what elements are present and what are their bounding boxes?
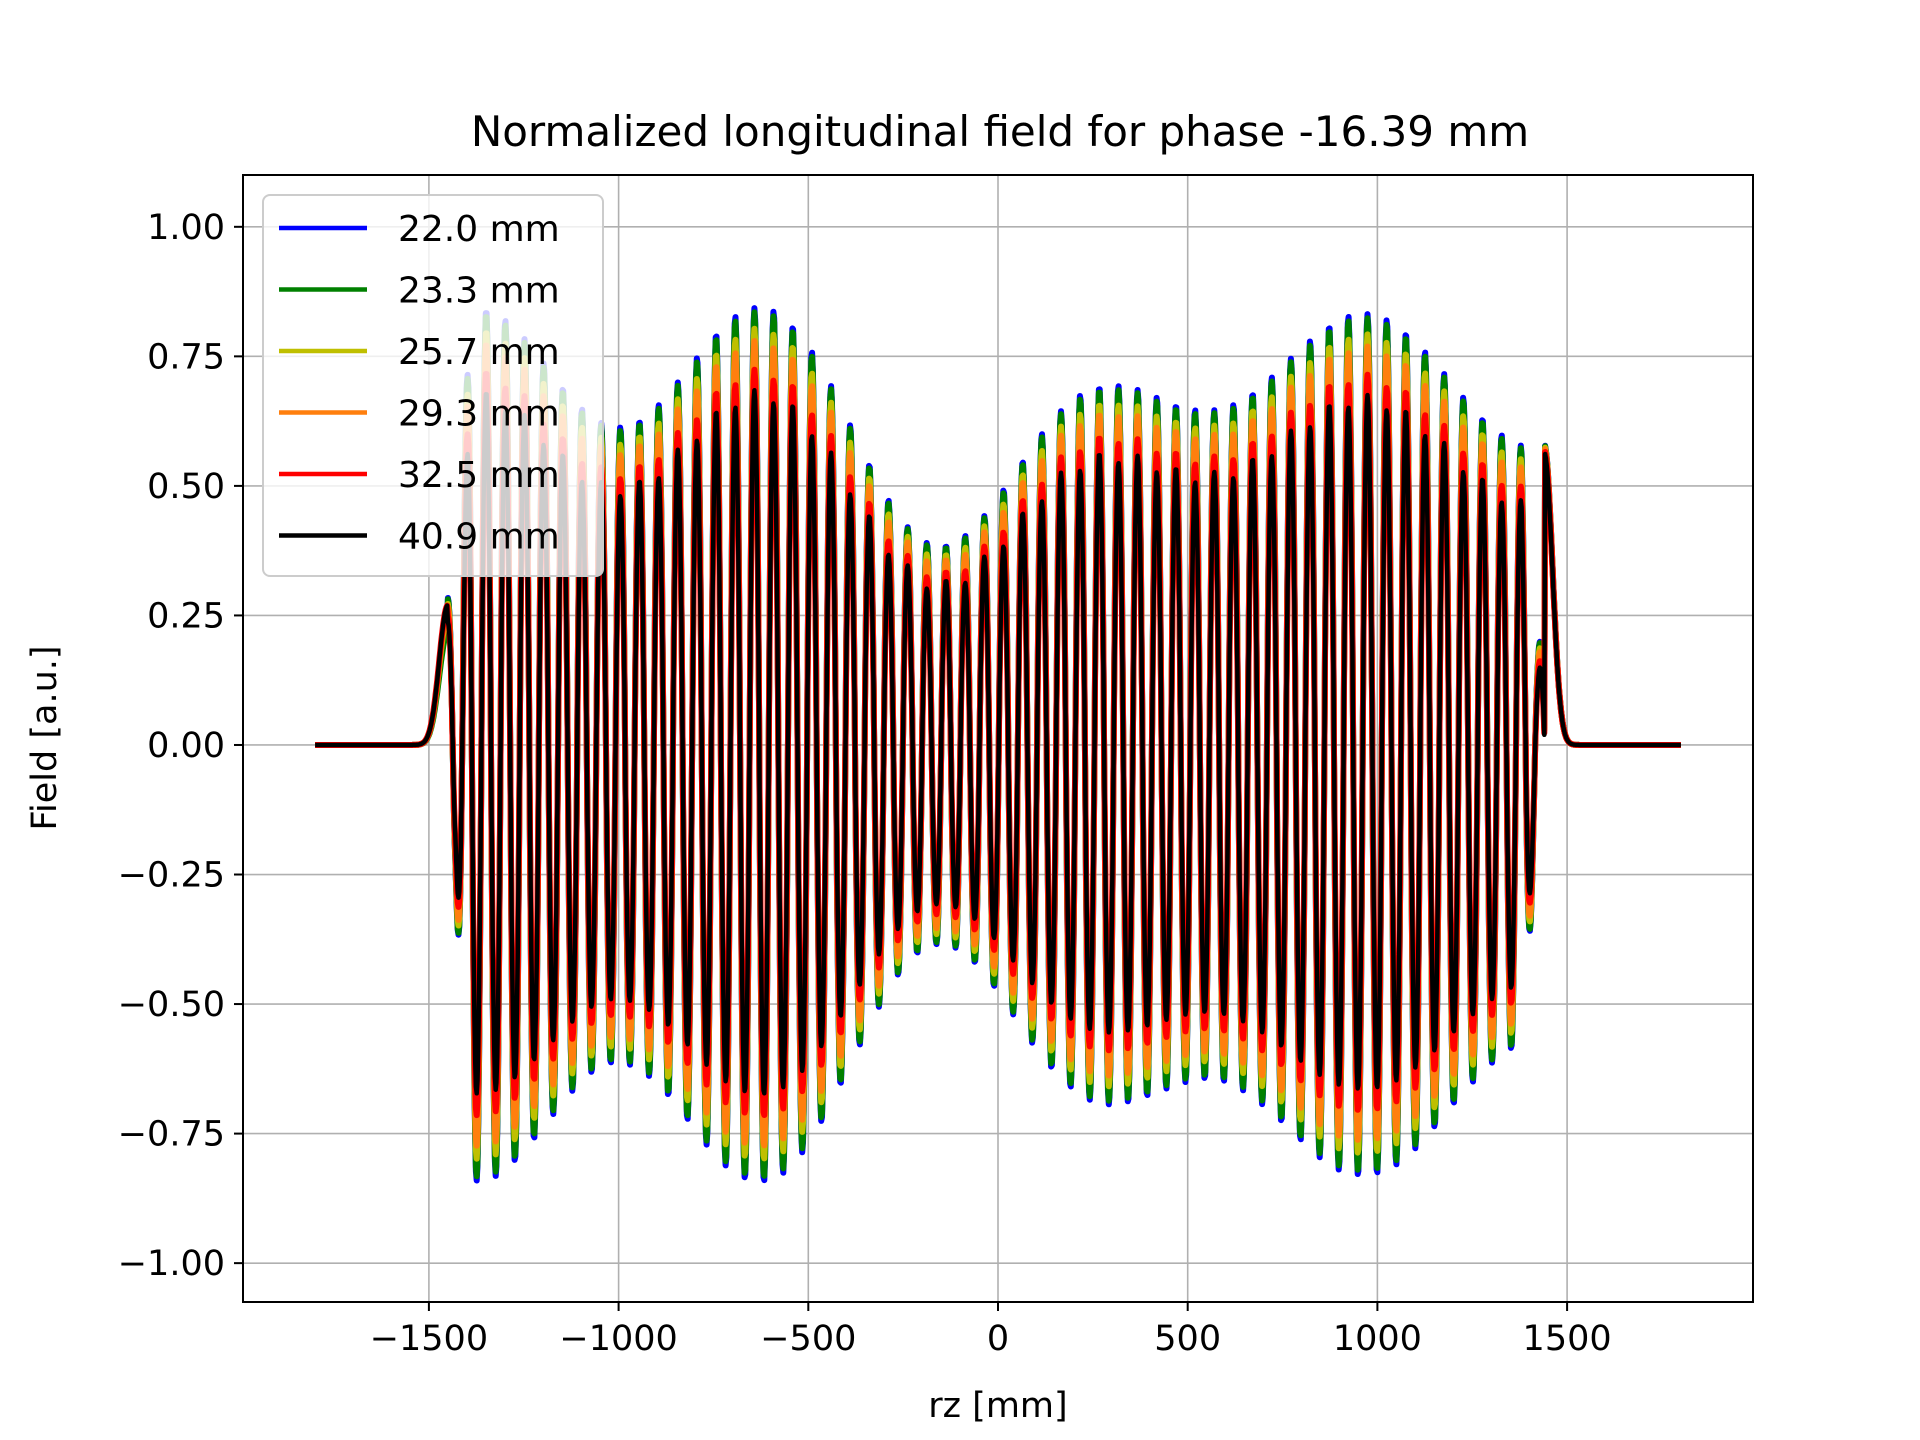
y-tick-label: 1.00 (147, 208, 225, 248)
y-tick-label: −0.50 (118, 985, 225, 1025)
y-tick-label: −0.75 (118, 1115, 225, 1155)
x-tick-label: 1000 (1333, 1319, 1422, 1359)
y-tick-label: 0.50 (147, 467, 225, 507)
y-axis-label: Field [a.u.] (25, 645, 65, 830)
y-axis: 1.00 0.75 0.50 0.25 0.00 −0.25 −0.50 −0.75 −1.00 (118, 208, 243, 1284)
x-tick-label: −1500 (370, 1319, 488, 1359)
x-tick-label: −500 (760, 1319, 856, 1359)
legend: 22.0 mm 23.3 mm 25.7 mm 29.3 mm 32.5 mm 40.9 … (262, 194, 604, 577)
y-tick-label: −0.25 (118, 856, 225, 896)
chart-title: Normalized longitudinal field for phase … (471, 107, 1529, 156)
x-tick-label: 500 (1154, 1319, 1221, 1359)
x-tick-label: 0 (987, 1319, 1009, 1359)
legend-label: 40.9 mm (398, 517, 560, 558)
legend-label: 29.3 mm (398, 394, 560, 435)
x-axis: −1500 −1000 −500 0 500 1000 1500 (370, 1302, 1612, 1359)
legend-label: 32.5 mm (398, 455, 560, 496)
legend-label: 23.3 mm (398, 271, 560, 312)
x-tick-label: 1500 (1523, 1319, 1612, 1359)
y-tick-label: 0.00 (147, 726, 225, 766)
y-tick-label: 0.75 (147, 337, 225, 377)
y-tick-label: 0.25 (147, 596, 225, 636)
legend-label: 25.7 mm (398, 332, 560, 373)
x-tick-label: −1000 (559, 1319, 677, 1359)
x-axis-label: rz [mm] (928, 1386, 1067, 1426)
legend-label: 22.0 mm (398, 209, 560, 250)
y-tick-label: −1.00 (118, 1244, 225, 1284)
